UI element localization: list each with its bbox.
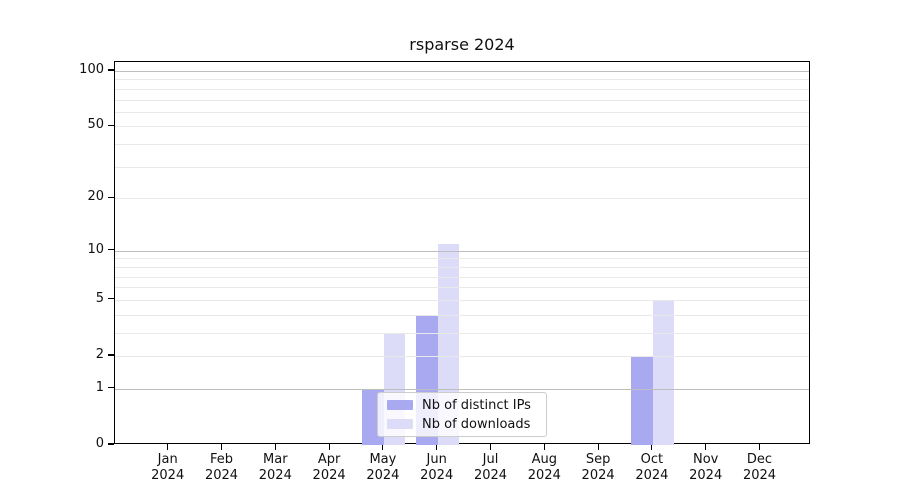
gridline-minor-50 <box>115 126 809 128</box>
chart-title: rsparse 2024 <box>409 35 515 54</box>
y-tick-mark-2 <box>108 354 114 356</box>
x-tick-label-jun: Jun 2024 <box>420 452 454 483</box>
gridline-minor-9 <box>115 258 809 260</box>
legend-item-distinct-ips: Nb of distinct IPs <box>387 398 537 413</box>
x-tick-label-nov: Nov 2024 <box>689 452 723 483</box>
x-tick-label-feb: Feb 2024 <box>204 452 239 483</box>
x-tick-label-oct: Oct 2024 <box>635 452 669 483</box>
x-tick-mark-oct <box>651 444 653 450</box>
x-tick-mark-may <box>382 444 384 450</box>
x-tick-mark-aug <box>543 444 545 450</box>
y-tick-label-20: 20 <box>87 189 104 205</box>
gridline-minor-4 <box>115 314 809 316</box>
gridline-minor-60 <box>115 111 809 113</box>
x-tick-mark-nov <box>705 444 707 450</box>
gridline-minor-8 <box>115 266 809 268</box>
x-tick-mark-jan <box>167 444 169 450</box>
bar-downloads-oct <box>652 299 675 445</box>
gridline-major-100 <box>115 71 809 72</box>
legend-item-downloads: Nb of downloads <box>387 417 537 432</box>
x-tick-label-jan: Jan 2024 <box>151 452 185 483</box>
bar-ips-oct <box>631 356 653 445</box>
legend-swatch-distinct-ips <box>387 400 413 410</box>
y-tick-label-5: 5 <box>95 290 104 306</box>
y-tick-mark-20 <box>108 196 114 198</box>
gridline-major-10 <box>115 250 809 252</box>
x-tick-label-sep: Sep 2024 <box>581 452 615 483</box>
gridline-minor-80 <box>115 88 809 90</box>
y-tick-mark-10 <box>108 249 114 251</box>
y-tick-mark-0 <box>108 443 114 445</box>
gridline-minor-90 <box>115 79 809 81</box>
legend-label: Nb of downloads <box>422 416 531 432</box>
x-tick-mark-jul <box>489 444 492 450</box>
y-tick-mark-5 <box>108 298 114 300</box>
gridline-minor-3 <box>115 332 809 334</box>
x-tick-mark-dec <box>758 444 761 450</box>
x-tick-mark-feb <box>220 444 223 450</box>
legend-label: Nb of distinct IPs <box>422 397 531 413</box>
x-tick-mark-sep <box>597 444 599 450</box>
y-tick-mark-100 <box>108 69 114 71</box>
grid-layer <box>115 62 809 443</box>
y-tick-label-100: 100 <box>79 62 104 77</box>
gridline-minor-2 <box>115 356 809 357</box>
x-tick-label-apr: Apr 2024 <box>312 452 346 483</box>
y-tick-label-2: 2 <box>95 347 104 362</box>
x-tick-mark-mar <box>274 444 276 450</box>
gridline-minor-5 <box>115 299 809 301</box>
y-tick-mark-1 <box>108 387 114 389</box>
y-tick-label-50: 50 <box>87 117 104 133</box>
gridline-major-1 <box>115 388 809 390</box>
gridline-minor-40 <box>115 144 809 146</box>
y-tick-label-10: 10 <box>87 241 104 257</box>
x-tick-label-dec: Dec 2024 <box>742 452 777 483</box>
plot-area <box>114 61 810 445</box>
y-tick-mark-50 <box>108 124 114 126</box>
gridline-minor-70 <box>115 99 809 101</box>
x-tick-label-may: May 2024 <box>366 452 400 483</box>
x-tick-mark-apr <box>328 444 330 450</box>
x-tick-mark-jun <box>436 444 438 450</box>
legend: Nb of distinct IPs Nb of downloads <box>377 392 547 437</box>
gridline-minor-20 <box>115 198 809 200</box>
gridline-minor-30 <box>115 166 809 168</box>
legend-swatch-downloads <box>387 419 413 429</box>
y-tick-label-0: 0 <box>95 436 104 451</box>
gridline-minor-7 <box>115 276 809 278</box>
y-tick-label-1: 1 <box>95 379 104 395</box>
gridline-minor-6 <box>115 287 809 289</box>
x-tick-label-aug: Aug 2024 <box>527 452 561 483</box>
x-tick-label-mar: Mar 2024 <box>258 452 292 483</box>
x-tick-label-jul: Jul 2024 <box>473 452 508 483</box>
